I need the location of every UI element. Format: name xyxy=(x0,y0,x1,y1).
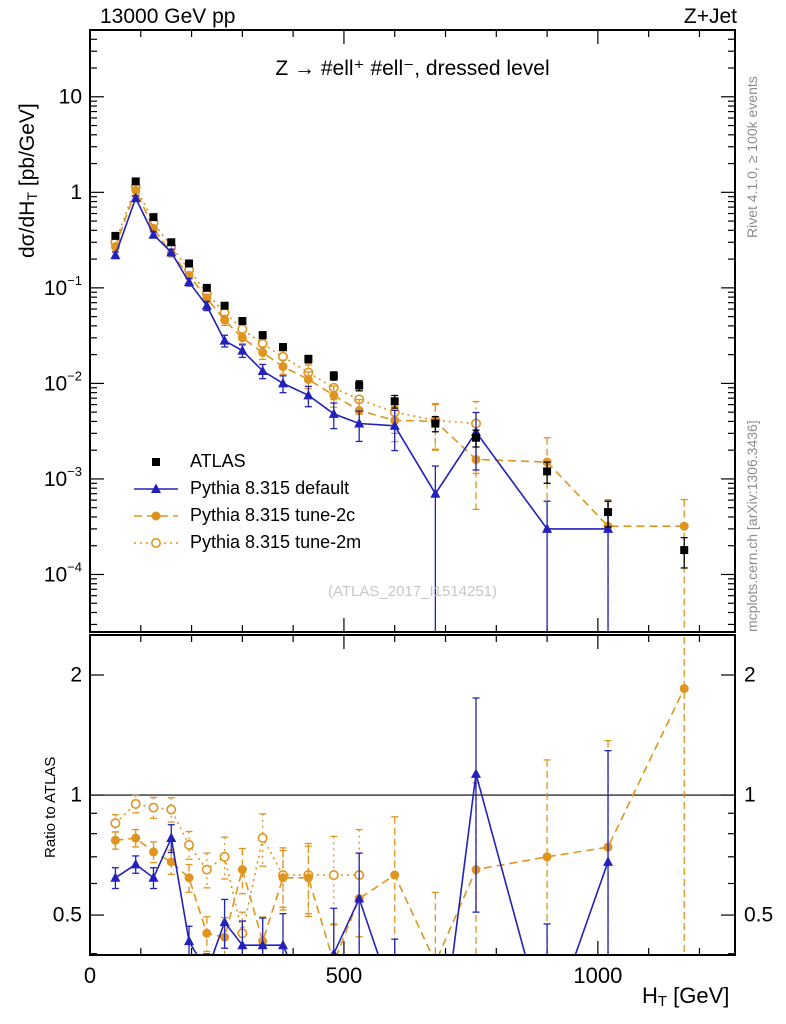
legend-label: Pythia 8.315 tune-2m xyxy=(190,532,362,552)
svg-text:0.5: 0.5 xyxy=(53,904,82,927)
legend: ATLAS Pythia 8.315 default Pythia 8.315 … xyxy=(132,448,361,556)
rivet-version-note: Rivet 4.1.0, ≥ 100k events xyxy=(744,76,760,238)
legend-label: Pythia 8.315 default xyxy=(190,478,350,498)
main-y-axis-label-sub: T xyxy=(24,191,41,201)
pythia-default-marker-icon xyxy=(134,483,178,493)
svg-text:10−2: 10−2 xyxy=(44,368,82,395)
legend-label: ATLAS xyxy=(190,451,246,471)
svg-text:1: 1 xyxy=(70,784,82,807)
svg-text:2: 2 xyxy=(744,664,756,687)
svg-text:2: 2 xyxy=(70,664,82,687)
legend-item-atlas: ATLAS xyxy=(132,448,361,475)
svg-text:1: 1 xyxy=(70,181,82,204)
atlas-marker-icon xyxy=(152,457,160,466)
series-default-ratio xyxy=(110,697,614,955)
legend-item-pythia-default: Pythia 8.315 default xyxy=(132,475,361,502)
svg-text:10−4: 10−4 xyxy=(44,559,82,586)
main-y-axis-label-text: dσ/dH xyxy=(16,200,39,258)
mcplots-arxiv-note: mcplots.cern.ch [arXiv:1306.3436] xyxy=(744,420,760,632)
series-atlas xyxy=(111,177,689,569)
svg-text:0.5: 0.5 xyxy=(744,904,773,927)
pythia-tune2m-marker-icon xyxy=(134,537,178,548)
series-tune2m xyxy=(110,181,481,475)
svg-text:1000: 1000 xyxy=(573,963,622,988)
x-axis-label-sub: T xyxy=(657,993,668,1011)
main-y-axis-label: dσ/dHT [pb/GeV] xyxy=(16,26,41,258)
legend-label: Pythia 8.315 tune-2c xyxy=(190,505,356,525)
x-axis-label-text: H xyxy=(642,983,658,1008)
panel-title: Z → #ell⁺ #ell⁻, dressed level xyxy=(275,57,550,80)
pythia-tune2c-marker-icon xyxy=(134,511,178,520)
legend-item-pythia-tune2c: Pythia 8.315 tune-2c xyxy=(132,502,361,529)
legend-item-pythia-tune2m: Pythia 8.315 tune-2m xyxy=(132,529,361,556)
svg-text:10−3: 10−3 xyxy=(44,463,82,490)
svg-text:10: 10 xyxy=(59,85,82,108)
svg-text:1: 1 xyxy=(744,784,756,807)
analysis-id-watermark: (ATLAS_2017_I1514251) xyxy=(327,583,497,600)
header-beam-energy: 13000 GeV pp xyxy=(100,5,236,28)
x-axis-label: HT [GeV] xyxy=(642,983,729,1010)
series-tune2c xyxy=(110,185,689,632)
main-y-axis-label-unit: [pb/GeV] xyxy=(16,103,39,192)
header-process: Z+Jet xyxy=(683,5,737,28)
svg-text:10−1: 10−1 xyxy=(44,272,82,299)
svg-text:0: 0 xyxy=(84,963,96,988)
svg-text:500: 500 xyxy=(326,963,363,988)
ratio-y-axis-label: Ratio to ATLAS xyxy=(42,756,59,858)
x-axis-label-unit: [GeV] xyxy=(667,983,730,1008)
series-tune2c-ratio xyxy=(110,635,689,955)
